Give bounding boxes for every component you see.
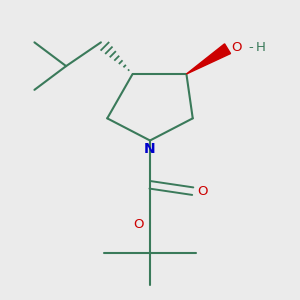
Text: O: O bbox=[231, 40, 242, 54]
Text: -: - bbox=[248, 40, 253, 54]
Text: N: N bbox=[144, 142, 156, 156]
Text: H: H bbox=[256, 40, 266, 54]
Text: O: O bbox=[133, 218, 144, 231]
Text: O: O bbox=[197, 185, 208, 198]
Polygon shape bbox=[186, 44, 231, 74]
